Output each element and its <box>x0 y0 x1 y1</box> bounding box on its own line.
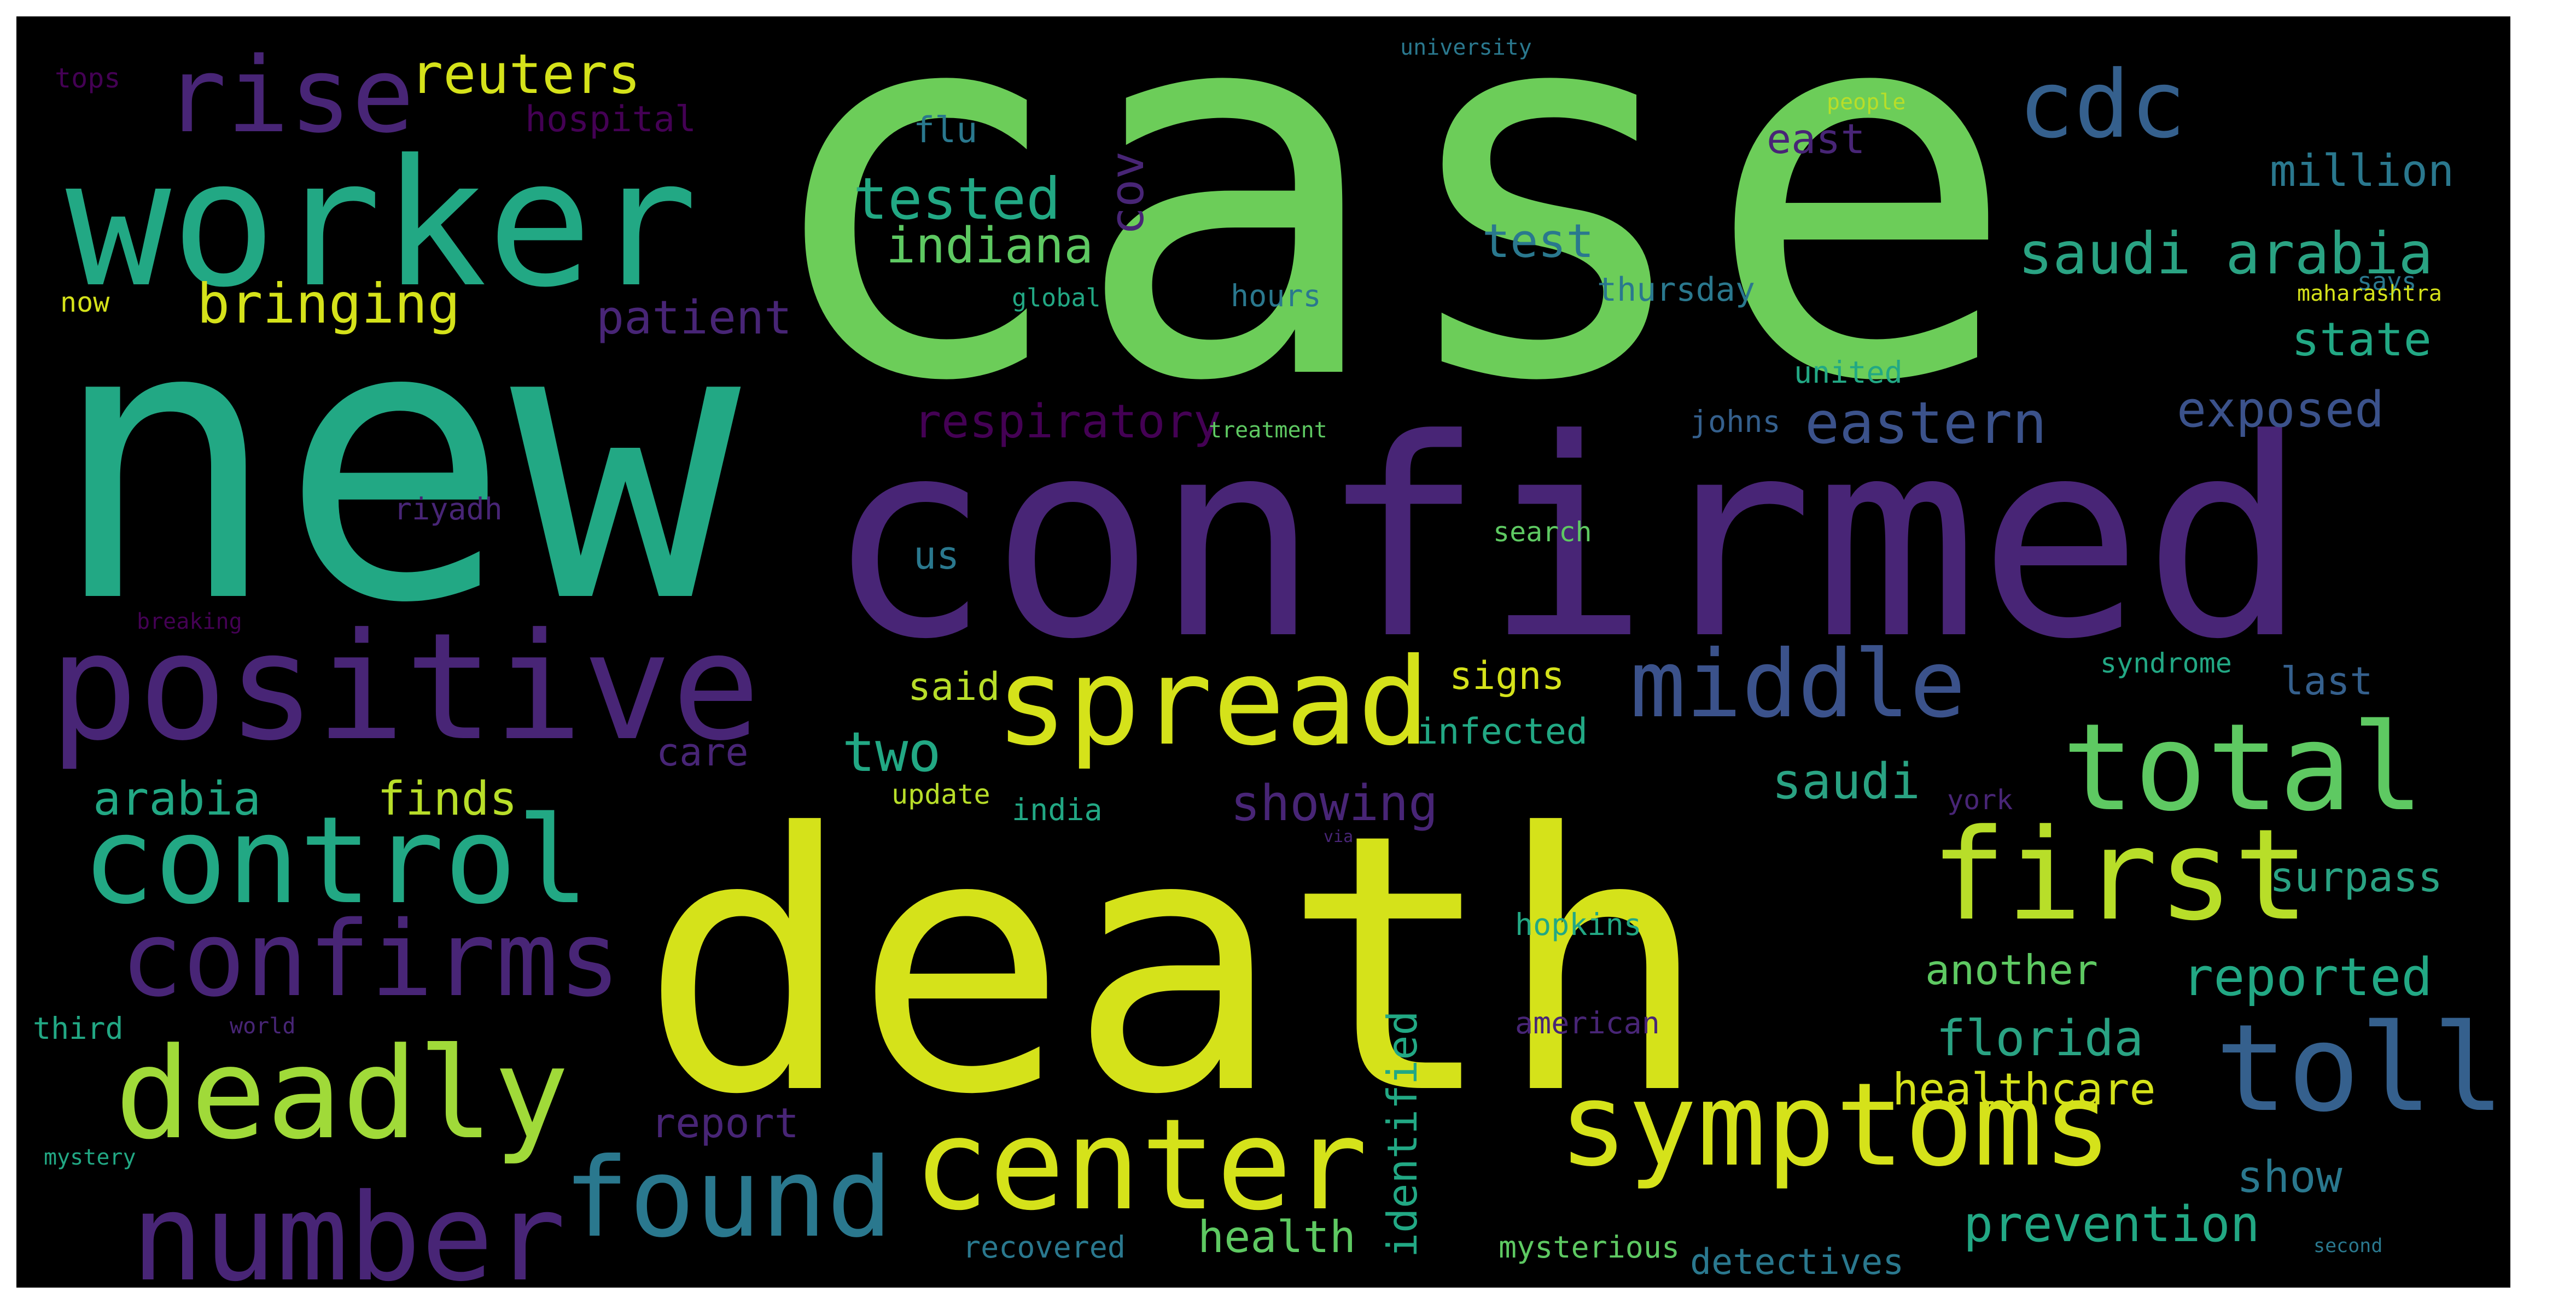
cloud-word-surpass: surpass <box>2270 853 2443 901</box>
cloud-word-treatment: treatment <box>1209 418 1327 443</box>
cloud-word-second: second <box>2313 1235 2382 1257</box>
cloud-word-saudi: saudi <box>1772 753 1920 810</box>
cloud-word-people: people <box>1827 90 1906 115</box>
cloud-word-cov: cov <box>1100 151 1155 235</box>
cloud-word-saudi-arabia: saudi arabia <box>2018 220 2433 287</box>
cloud-word-maharashtra: maharashtra <box>2297 281 2442 306</box>
cloud-word-united: united <box>1794 355 1903 390</box>
cloud-word-signs: signs <box>1449 653 1565 698</box>
cloud-word-report: report <box>651 1099 799 1147</box>
cloud-word-tested: tested <box>853 166 1060 232</box>
cloud-word-two: two <box>842 720 941 784</box>
cloud-word-says: says <box>2357 267 2416 296</box>
cloud-word-indiana: indiana <box>886 217 1093 274</box>
cloud-word-spread: spread <box>995 632 1430 772</box>
cloud-word-show: show <box>2237 1151 2342 1202</box>
cloud-word-detectives: detectives <box>1690 1242 1904 1283</box>
word-cloud-background <box>16 16 2510 1288</box>
cloud-word-healthcare: healthcare <box>1892 1064 2156 1115</box>
cloud-word-reuters: reuters <box>410 42 640 106</box>
cloud-word-mysterious: mysterious <box>1499 1230 1680 1265</box>
cloud-word-flu: flu <box>913 110 977 151</box>
cloud-word-respiratory: respiratory <box>913 395 1221 449</box>
cloud-word-showing: showing <box>1231 775 1438 832</box>
cloud-word-case: case <box>755 16 2019 496</box>
cloud-word-thursday: thursday <box>1597 271 1755 309</box>
cloud-word-breaking: breaking <box>137 609 242 634</box>
cloud-word-prevention: prevention <box>1963 1196 2260 1253</box>
cloud-word-cdc: cdc <box>2018 51 2186 159</box>
cloud-word-state: state <box>2292 313 2432 367</box>
cloud-word-symptoms: symptoms <box>1559 1058 2112 1192</box>
cloud-word-new: new <box>49 241 743 687</box>
cloud-word-hopkins: hopkins <box>1515 907 1642 942</box>
cloud-word-syndrome: syndrome <box>2100 647 2232 679</box>
cloud-word-infected: infected <box>1417 711 1588 752</box>
cloud-word-johns: johns <box>1690 404 1781 439</box>
cloud-word-confirms: confirms <box>120 899 621 1020</box>
cloud-word-identified: identified <box>1378 1010 1426 1258</box>
cloud-word-world: world <box>230 1014 295 1039</box>
cloud-word-worker: worker <box>66 122 698 326</box>
cloud-word-confirmed: confirmed <box>826 381 2307 699</box>
cloud-word-said: said <box>908 664 1000 709</box>
cloud-word-search: search <box>1493 516 1592 548</box>
cloud-word-third: third <box>33 1011 124 1046</box>
cloud-word-exposed: exposed <box>2177 381 2384 438</box>
cloud-word-arabia: arabia <box>93 772 261 826</box>
cloud-word-another: another <box>1925 946 2098 994</box>
cloud-word-finds: finds <box>377 772 517 826</box>
cloud-word-found: found <box>563 1135 893 1262</box>
cloud-word-last: last <box>2281 659 2373 704</box>
cloud-word-york: york <box>1947 784 2013 816</box>
cloud-word-mystery: mystery <box>44 1145 136 1170</box>
cloud-word-recovered: recovered <box>963 1230 1126 1265</box>
cloud-word-middle: middle <box>1630 630 1966 739</box>
cloud-word-rise: rise <box>164 35 415 156</box>
cloud-word-reported: reported <box>2182 948 2433 1008</box>
cloud-word-us: us <box>913 533 959 578</box>
cloud-word-bringing: bringing <box>197 272 461 336</box>
cloud-word-hospital: hospital <box>525 99 696 140</box>
cloud-word-care: care <box>656 730 749 775</box>
cloud-word-total: total <box>2062 698 2424 838</box>
cloud-word-update: update <box>891 779 990 810</box>
cloud-word-eastern: eastern <box>1805 390 2047 457</box>
word-cloud: case new confirmed death worker positive rise c… <box>16 16 2510 1288</box>
cloud-word-now: now <box>60 286 110 318</box>
cloud-word-via: via <box>1324 827 1353 846</box>
cloud-word-india: india <box>1012 792 1103 827</box>
cloud-word-number: number <box>131 1168 566 1288</box>
cloud-word-control: control <box>82 791 589 931</box>
cloud-word-test: test <box>1482 214 1594 268</box>
cloud-word-university: university <box>1400 35 1532 60</box>
cloud-word-death: death <box>640 759 1710 1172</box>
cloud-word-tops: tops <box>55 62 120 94</box>
cloud-word-deadly: deadly <box>115 1021 569 1167</box>
cloud-word-florida: florida <box>1936 1010 2143 1067</box>
cloud-word-east: east <box>1767 115 1866 163</box>
cloud-word-hours: hours <box>1231 278 1321 313</box>
cloud-word-million: million <box>2270 145 2454 196</box>
cloud-word-global: global <box>1012 283 1101 312</box>
cloud-word-patient: patient <box>596 291 792 345</box>
cloud-word-center: center <box>913 1092 1368 1238</box>
cloud-word-positive: positive <box>49 601 760 773</box>
cloud-word-riyadh: riyadh <box>394 492 503 527</box>
cloud-word-health: health <box>1198 1212 1356 1262</box>
cloud-word-first: first <box>1931 803 2309 949</box>
cloud-word-toll: toll <box>2215 998 2505 1138</box>
cloud-word-american: american <box>1515 1005 1660 1040</box>
